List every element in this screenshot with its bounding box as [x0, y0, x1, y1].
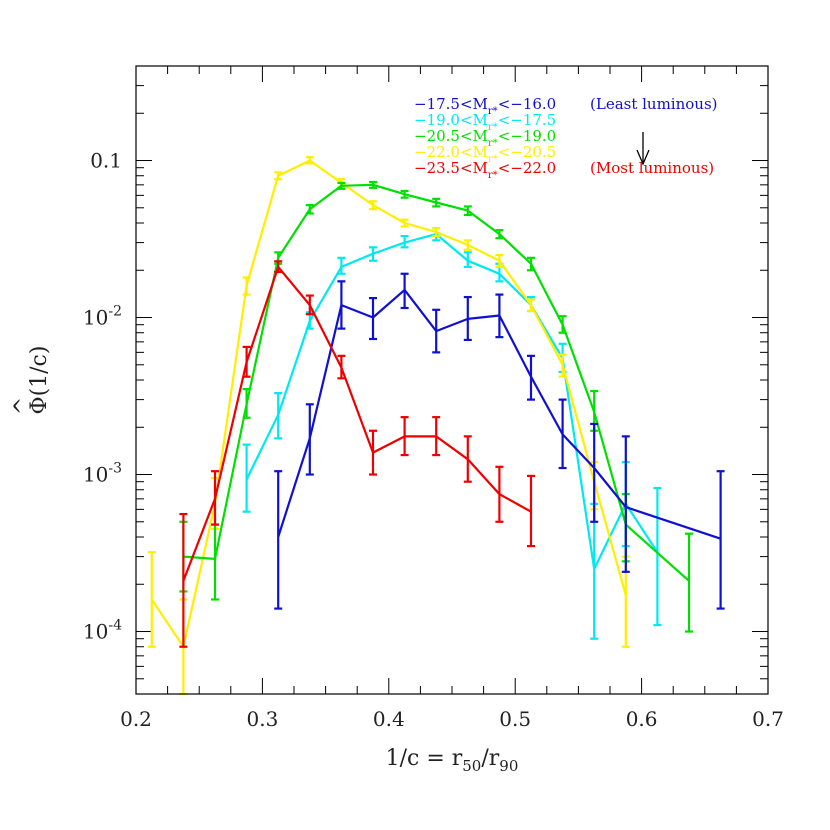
error-bar — [274, 171, 283, 181]
error-bar — [147, 551, 156, 648]
error-bar — [369, 200, 377, 211]
error-bar — [432, 197, 441, 208]
x-tick-label: 0.2 — [120, 707, 152, 731]
error-bar — [369, 296, 377, 341]
x-tick-label: 0.7 — [752, 707, 784, 731]
series-line — [182, 265, 532, 582]
error-bar — [400, 218, 409, 228]
series-line — [150, 159, 627, 648]
series-4 — [179, 260, 535, 648]
legend-entry: −23.5<Mr*<−22.0 — [414, 159, 556, 181]
error-bar — [337, 256, 346, 275]
error-bar — [211, 470, 219, 526]
error-bar — [242, 345, 251, 378]
error-bar — [305, 204, 314, 215]
error-bar — [305, 156, 314, 165]
error-bar — [685, 532, 693, 633]
y-tick-label: 10-4 — [83, 618, 122, 644]
axis-ticks — [135, 65, 769, 695]
svg-text:^: ^ — [11, 397, 36, 415]
series-group — [147, 156, 725, 696]
error-bar — [211, 523, 219, 601]
error-bar — [621, 435, 630, 573]
series-line — [183, 183, 690, 582]
error-bar — [337, 280, 346, 330]
error-bar — [242, 443, 251, 513]
error-bar — [590, 502, 599, 640]
x-tick-label: 0.4 — [373, 707, 405, 731]
error-bar — [527, 256, 535, 272]
error-bar — [432, 227, 441, 238]
error-bar — [527, 354, 535, 401]
error-bar — [369, 429, 377, 476]
x-tick-label: 0.3 — [246, 707, 278, 731]
error-bar — [305, 294, 314, 316]
x-tick-label: 0.5 — [499, 707, 531, 731]
series-0 — [242, 227, 662, 640]
error-bar — [369, 180, 377, 189]
series-3 — [274, 272, 725, 610]
error-bar — [274, 260, 283, 274]
error-bar — [337, 181, 346, 190]
error-bar — [527, 474, 535, 548]
error-bar — [337, 354, 346, 380]
y-tick-label: 10-3 — [83, 461, 122, 487]
error-bar — [400, 189, 409, 199]
plot-frame — [135, 65, 769, 695]
error-bar — [590, 422, 599, 523]
legend-note: (Most luminous) — [590, 159, 714, 177]
x-tick-label: 0.6 — [626, 707, 658, 731]
error-bar — [558, 353, 567, 378]
y-tick-label: 0.1 — [90, 149, 122, 173]
error-bar — [242, 388, 251, 419]
legend-entry: −19.0<Mr*<−17.5 — [414, 111, 556, 133]
error-bar — [495, 229, 504, 240]
arrow-indicator — [636, 132, 650, 166]
error-bar — [463, 251, 472, 269]
legend-note: (Least luminous) — [590, 95, 718, 113]
error-bar — [242, 276, 251, 296]
y-axis-label: Φ(1/c) ^ — [11, 346, 52, 416]
svg-text:Φ(1/c): Φ(1/c) — [27, 346, 52, 415]
error-bar — [400, 272, 409, 310]
legend-entry: −20.5<Mr*<−19.0 — [414, 127, 556, 149]
error-bar — [716, 470, 725, 610]
error-bar — [274, 470, 283, 610]
error-bar — [653, 486, 662, 627]
error-bar — [463, 239, 472, 251]
legend: −17.5<Mr*<−16.0 (Least luminous) −19.0<Mr*… — [414, 95, 718, 181]
error-bar — [179, 512, 188, 648]
series-2 — [179, 180, 693, 633]
error-bar — [558, 315, 567, 334]
error-bar — [495, 465, 504, 523]
y-tick-label: 10-2 — [83, 304, 122, 330]
x-tick-labels: 0.2 0.3 0.4 0.5 0.6 0.7 — [120, 707, 784, 731]
error-bar — [400, 416, 409, 457]
error-bar — [305, 403, 314, 476]
error-bar — [432, 308, 441, 354]
legend-entry: −22.0<Mr*<−20.5 — [414, 143, 556, 165]
error-bar — [495, 293, 504, 339]
error-bar — [463, 295, 472, 342]
error-bar — [432, 416, 441, 457]
error-bar — [558, 398, 567, 470]
x-axis-label: 1/c = r50/r90 — [386, 746, 519, 775]
error-bar — [274, 392, 283, 440]
error-bar — [527, 298, 535, 313]
error-bar — [463, 435, 472, 483]
error-bar — [463, 205, 472, 217]
legend-entry: −17.5<Mr*<−16.0 — [414, 95, 556, 117]
error-bar — [400, 235, 409, 249]
y-tick-labels: 10-4 10-3 10-2 0.1 — [83, 149, 122, 644]
series-line — [245, 233, 659, 571]
error-bar — [369, 246, 377, 262]
error-bar — [495, 253, 504, 269]
